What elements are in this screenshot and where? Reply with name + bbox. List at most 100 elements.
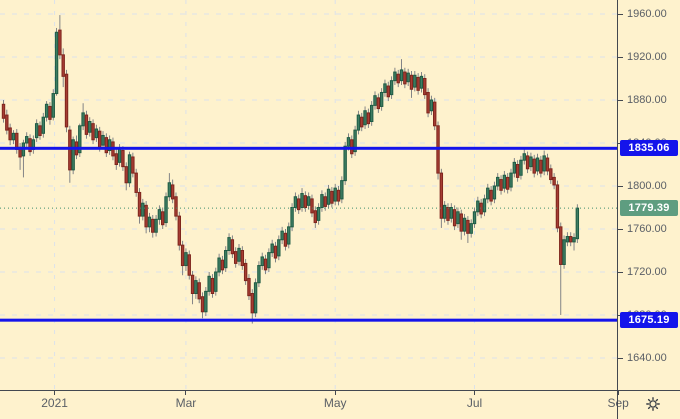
candle [277,235,281,261]
candle [545,153,550,176]
time-tick-label: May [323,396,347,410]
candle [61,48,65,88]
candle [157,205,162,225]
price-axis[interactable]: 1960.001920.001880.001840.001800.001760.… [617,0,680,390]
price-tick-label: 1720.00 [627,266,667,278]
candle [429,95,434,116]
candle [416,73,420,95]
candle [270,239,274,257]
candle [233,247,238,268]
candle [273,241,278,263]
candle [64,69,69,133]
candle [522,149,526,165]
candle [532,154,536,178]
candle [187,250,191,280]
candle [267,248,271,272]
candle [137,188,142,224]
support-resistance-line[interactable] [0,146,617,150]
candle [15,129,19,154]
candle [297,194,301,214]
candle [240,246,245,270]
candle [316,203,321,225]
candles-layer [1,15,580,324]
candle [114,149,118,170]
candle [190,270,195,305]
candle [300,188,304,212]
candle [141,198,145,221]
candle [406,68,410,87]
candle [426,88,430,118]
support-resistance-line[interactable] [0,318,617,322]
candle [174,192,178,221]
candle [51,89,55,121]
candle [469,219,473,238]
candle [379,88,384,111]
time-tick-label: Mar [175,396,197,410]
candle [28,134,32,156]
price-tick-label: 1800.00 [627,180,667,192]
candle [549,164,553,184]
candle [492,181,497,204]
candle [363,106,367,130]
last-price-badge: 1779.39 [620,200,678,217]
price-tick [618,185,623,187]
candle [78,123,82,157]
candle [353,125,357,156]
candle [419,72,424,93]
candle [104,133,109,157]
price-tick [618,13,623,15]
candle [326,184,331,209]
candle [34,119,39,142]
candle [151,215,155,238]
candle [237,244,241,266]
candle [184,248,188,271]
candle [197,278,201,304]
candle [147,212,152,233]
candle [154,215,158,237]
candle [44,101,49,122]
candle [476,196,480,217]
candle [134,168,138,197]
candle [253,278,258,318]
price-tick [618,271,623,273]
candle [356,110,361,135]
candle [58,15,62,60]
price-tick-label: 1920.00 [627,51,667,63]
candle [433,97,437,131]
time-axis[interactable]: 2021 Mar May Jul Sep [0,390,680,419]
candle [247,274,251,300]
candlestick-chart[interactable] [0,0,617,390]
candle [230,235,235,259]
price-tick [618,56,623,58]
candle [466,216,470,243]
candle [101,131,105,150]
candle [373,91,377,110]
candle [449,203,453,223]
candle [293,192,298,212]
candle [257,261,261,288]
gear-icon[interactable] [645,396,661,412]
candle [399,59,404,85]
candle [396,69,400,88]
candle [439,168,444,228]
time-tick [474,391,475,395]
candle [144,201,148,234]
candle [555,180,560,233]
candle [502,170,507,193]
candle [575,204,580,243]
candle [210,274,215,298]
candle [107,135,112,155]
candle [227,233,231,255]
candle [386,81,390,102]
candle [479,198,483,219]
candle [217,253,221,277]
candle [519,155,523,180]
candle [84,110,89,139]
candle [350,135,354,159]
candle [207,272,211,296]
candle [336,186,341,206]
candle [177,211,182,251]
candle [559,222,563,315]
candle [243,259,248,285]
chart-canvas [0,0,617,390]
